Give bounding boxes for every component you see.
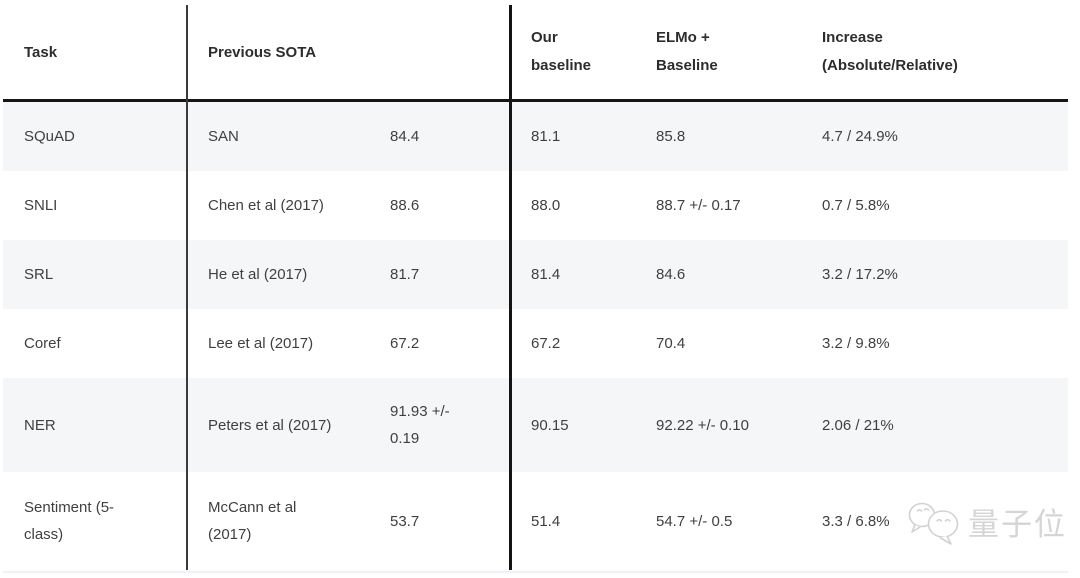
cell-increase: 4.7 / 24.9% bbox=[822, 128, 898, 145]
cell-task: SQuAD bbox=[24, 128, 75, 145]
table-row: SQuAD SAN 84.4 81.1 85.8 4.7 / 24.9% bbox=[3, 102, 1068, 171]
cell-elmo-baseline: 92.22 +/- 0.10 bbox=[656, 416, 749, 434]
cell-our-baseline: 81.1 bbox=[531, 128, 561, 145]
header-task: Task bbox=[24, 43, 58, 61]
header-previous-sota: Previous SOTA bbox=[208, 43, 317, 61]
cell-our-baseline: 67.2 bbox=[531, 335, 561, 352]
watermark-text: 量子位 bbox=[968, 506, 1067, 542]
header-our-baseline: Our baseline bbox=[531, 29, 592, 74]
cell-sota-name: He et al (2017) bbox=[208, 266, 308, 283]
cell-increase: 3.2 / 17.2% bbox=[822, 266, 898, 283]
cell-sota-name: McCann et al (2017) bbox=[208, 499, 297, 543]
cell-sota-name: Lee et al (2017) bbox=[208, 335, 314, 352]
cell-increase: 2.06 / 21% bbox=[822, 416, 894, 434]
wechat-bubbles-icon bbox=[907, 497, 963, 551]
table-row: Sentiment (5- class) McCann et al (2017)… bbox=[3, 472, 1068, 570]
cell-our-baseline: 81.4 bbox=[531, 266, 561, 283]
header-elmo-baseline: ELMo + Baseline bbox=[656, 29, 718, 74]
cell-elmo-baseline: 70.4 bbox=[656, 335, 686, 352]
cell-sota-value: 88.6 bbox=[390, 197, 420, 214]
cell-task: Coref bbox=[24, 335, 61, 352]
cell-elmo-baseline: 84.6 bbox=[656, 266, 686, 283]
table-bottom-rule bbox=[3, 571, 1068, 573]
header-increase: Increase (Absolute/Relative) bbox=[822, 29, 958, 74]
cell-sota-name: Chen et al (2017) bbox=[208, 197, 324, 214]
table-row: NER Peters et al (2017) 91.93 +/- 0.19 9… bbox=[3, 378, 1068, 472]
cell-task: Sentiment (5- class) bbox=[24, 499, 115, 543]
cell-elmo-baseline: 54.7 +/- 0.5 bbox=[656, 512, 733, 530]
cell-task: SRL bbox=[24, 266, 54, 283]
cell-elmo-baseline: 85.8 bbox=[656, 128, 686, 145]
table-header-row: Task Previous SOTA Our baseline ELMo + B… bbox=[3, 5, 1068, 99]
table-row: Coref Lee et al (2017) 67.2 67.2 70.4 3.… bbox=[3, 309, 1068, 378]
header-divider-rule bbox=[3, 99, 1068, 102]
cell-sota-value: 84.4 bbox=[390, 128, 420, 145]
header-previous-sota-value bbox=[369, 5, 510, 99]
cell-task: NER bbox=[24, 416, 56, 434]
table-row: SNLI Chen et al (2017) 88.6 88.0 88.7 +/… bbox=[3, 171, 1068, 240]
results-table: Task Previous SOTA Our baseline ELMo + B… bbox=[3, 5, 1068, 570]
cell-increase: 3.3 / 6.8% bbox=[822, 512, 890, 530]
cell-sota-value: 67.2 bbox=[390, 335, 420, 352]
cell-sota-value: 91.93 +/- 0.19 bbox=[390, 403, 450, 447]
cell-elmo-baseline: 88.7 +/- 0.17 bbox=[656, 197, 741, 214]
column-rule-task bbox=[186, 5, 188, 570]
cell-increase: 0.7 / 5.8% bbox=[822, 197, 890, 214]
cell-increase: 3.2 / 9.8% bbox=[822, 335, 890, 352]
cell-sota-value: 53.7 bbox=[390, 512, 420, 530]
cell-our-baseline: 88.0 bbox=[531, 197, 561, 214]
cell-task: SNLI bbox=[24, 197, 58, 214]
cell-sota-value: 81.7 bbox=[390, 266, 420, 283]
cell-sota-name: SAN bbox=[208, 128, 239, 145]
cell-our-baseline: 51.4 bbox=[531, 512, 561, 530]
cell-sota-name: Peters et al (2017) bbox=[208, 416, 332, 434]
cell-our-baseline: 90.15 bbox=[531, 416, 569, 434]
qbitai-watermark: 量子位 bbox=[907, 497, 1067, 551]
column-rule-baseline bbox=[509, 5, 512, 570]
table-row: SRL He et al (2017) 81.7 81.4 84.6 3.2 /… bbox=[3, 240, 1068, 309]
